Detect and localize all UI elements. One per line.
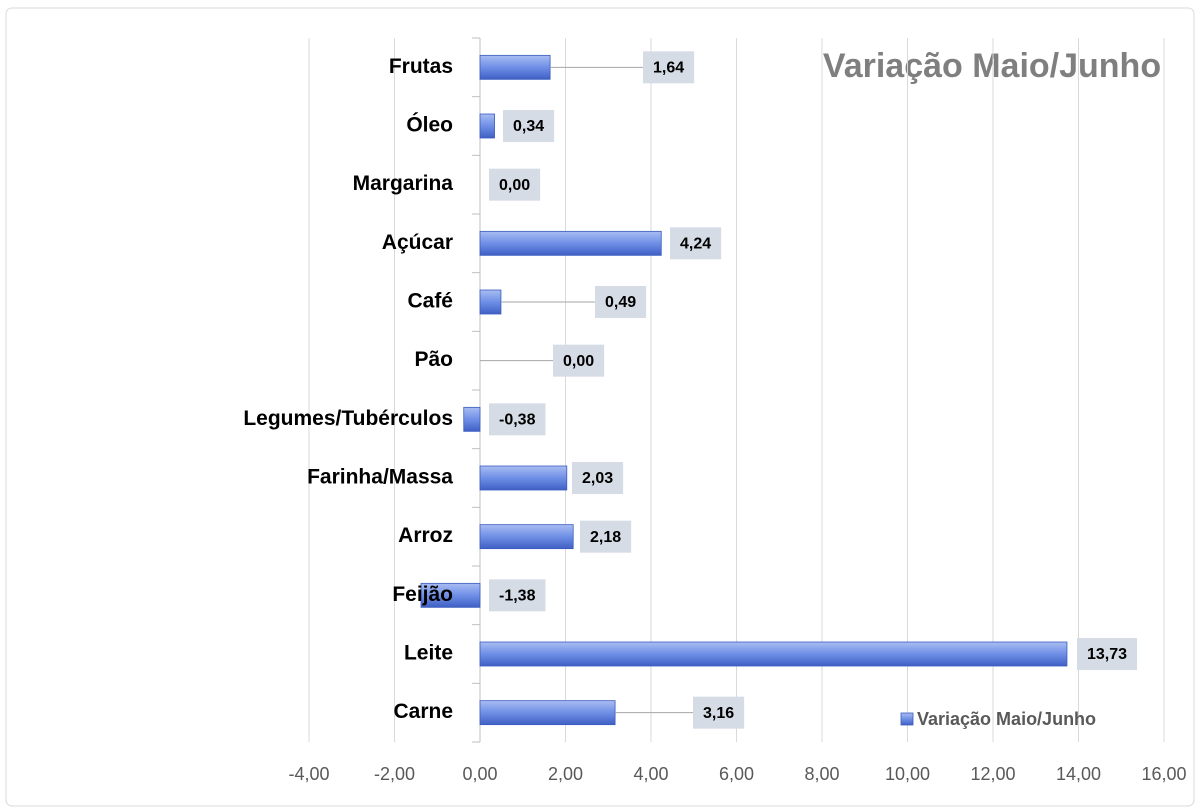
- bar: [479, 54, 551, 80]
- value-label: 0,49: [605, 294, 636, 311]
- bar: [463, 406, 481, 432]
- value-label-box: [489, 403, 546, 436]
- chart-border: [5, 7, 1195, 807]
- x-tick-label: 6,00: [719, 764, 754, 784]
- legend-marker: [900, 712, 914, 726]
- value-label-box: [1077, 638, 1138, 670]
- x-tick-label: 16,00: [1141, 764, 1186, 784]
- x-tick-label: 14,00: [1056, 764, 1101, 784]
- value-label-box: [595, 286, 647, 318]
- y-tick-label: Pão: [414, 348, 453, 371]
- y-tick-label: Arroz: [398, 524, 453, 547]
- bar: [479, 113, 495, 139]
- y-tick-label: Legumes/Tubérculos: [243, 407, 453, 430]
- bar: [479, 700, 616, 726]
- value-label-box: [553, 344, 605, 377]
- value-label: 0,00: [499, 177, 530, 194]
- value-label: 2,03: [582, 470, 613, 487]
- y-tick-label: Carne: [393, 700, 453, 723]
- value-label-box: [489, 579, 546, 612]
- x-tick-label: 2,00: [548, 764, 583, 784]
- value-label: 0,34: [513, 118, 544, 135]
- value-label: 2,18: [590, 529, 621, 546]
- y-tick-label: Café: [407, 290, 453, 313]
- x-tick-label: 10,00: [885, 764, 930, 784]
- y-tick-label: Farinha/Massa: [307, 466, 453, 489]
- bar: [479, 641, 1068, 667]
- value-label: 4,24: [680, 236, 711, 253]
- x-tick-label: 4,00: [633, 764, 668, 784]
- value-label: 1,64: [653, 60, 684, 77]
- value-label-box: [580, 520, 632, 553]
- x-tick-label: -2,00: [374, 764, 415, 784]
- y-tick-label: Frutas: [389, 55, 453, 78]
- x-tick-label: -4,00: [288, 764, 329, 784]
- value-label: 0,00: [563, 353, 594, 370]
- value-label: 3,16: [703, 705, 734, 722]
- value-label-box: [670, 227, 722, 260]
- chart-title: Variação Maio/Junho: [823, 47, 1161, 85]
- bar: [479, 289, 502, 315]
- y-tick-label: Feijão: [392, 583, 453, 606]
- y-tick-label: Leite: [404, 642, 453, 665]
- bar: [479, 524, 574, 550]
- value-label-box: [503, 110, 555, 142]
- y-tick-label: Óleo: [406, 113, 453, 137]
- x-tick-label: 8,00: [804, 764, 839, 784]
- value-label: -0,38: [499, 412, 536, 429]
- value-label-box: [489, 168, 541, 201]
- value-label: -1,38: [499, 588, 536, 605]
- x-tick-label: 12,00: [970, 764, 1015, 784]
- legend-label: Variação Maio/Junho: [917, 709, 1096, 729]
- y-tick-label: Açúcar: [382, 231, 453, 254]
- y-tick-label: Margarina: [353, 172, 454, 195]
- value-label-box: [572, 462, 624, 494]
- value-label-box: [693, 696, 745, 729]
- value-label: 13,73: [1087, 646, 1127, 663]
- bar: [479, 465, 568, 491]
- bar: [420, 582, 481, 608]
- bar: [479, 230, 662, 256]
- x-tick-label: 0,00: [462, 764, 497, 784]
- value-label-box: [643, 51, 695, 84]
